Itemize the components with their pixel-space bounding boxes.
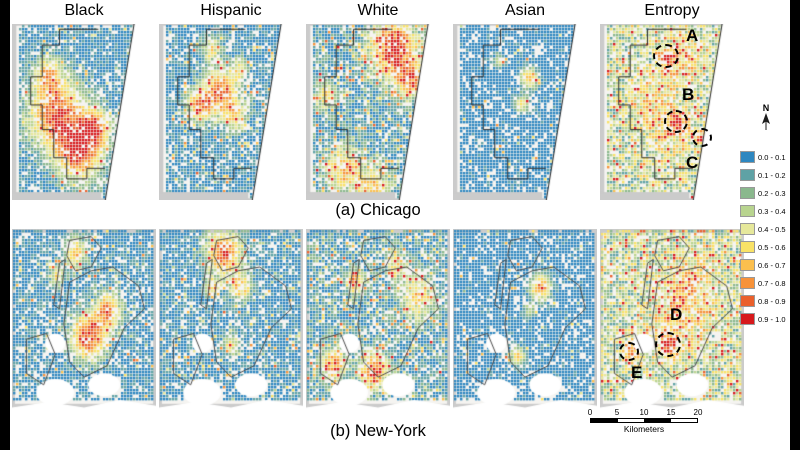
legend-label: 0.8 - 0.9 <box>758 296 786 306</box>
legend-entry: 0.8 - 0.9 <box>740 292 798 310</box>
legend-swatch <box>740 241 755 253</box>
map-canvas-chicago-white <box>306 24 450 200</box>
scalebar-tick: 5 <box>614 408 620 417</box>
annotation-circle-d <box>655 332 681 357</box>
legend-swatch <box>740 187 755 199</box>
scalebar-bar <box>590 418 698 423</box>
north-label: N <box>762 103 770 113</box>
legend-swatch <box>740 313 755 325</box>
map-canvas-newyork-asian <box>453 229 597 419</box>
legend-swatch <box>740 223 755 235</box>
column-header-asian: Asian <box>504 2 546 19</box>
map-canvas-newyork-hispanic <box>159 229 303 419</box>
annotation-letter-d: D <box>670 305 683 324</box>
legend-swatch <box>740 259 755 271</box>
map-panel-chicago-black <box>12 24 156 200</box>
legend-label: 0.1 - 0.2 <box>758 170 786 180</box>
scalebar-tick: 10 <box>639 408 649 417</box>
scalebar-segment <box>670 419 697 422</box>
legend: 0.0 - 0.1 0.1 - 0.2 0.2 - 0.3 0.3 - 0.4 0.4 … <box>740 148 798 328</box>
annotation-circle-e <box>619 342 639 361</box>
legend-label: 0.5 - 0.6 <box>758 242 786 252</box>
legend-entry: 0.1 - 0.2 <box>740 166 798 184</box>
legend-label: 0.6 - 0.7 <box>758 260 786 270</box>
scalebar: 0 5 10 15 20 Kilometers <box>586 408 716 440</box>
map-panel-newyork-hispanic <box>159 229 303 419</box>
annotation-circle-b <box>664 110 688 133</box>
map-canvas-chicago-black <box>12 24 156 200</box>
annotation-circle-a <box>653 44 679 68</box>
column-header-entropy: Entropy <box>644 2 700 19</box>
map-panel-newyork-entropy <box>600 229 744 419</box>
column-header-white: White <box>357 2 399 19</box>
legend-label: 0.9 - 1.0 <box>758 314 786 324</box>
annotation-circle-c <box>692 128 712 147</box>
right-black-border <box>790 0 800 450</box>
annotation-letter-c: C <box>686 153 699 172</box>
legend-swatch <box>740 205 755 217</box>
legend-entry: 0.2 - 0.3 <box>740 184 798 202</box>
legend-swatch <box>740 277 755 289</box>
map-canvas-chicago-asian <box>453 24 597 200</box>
scalebar-segment <box>617 419 644 422</box>
legend-entry: 0.6 - 0.7 <box>740 256 798 274</box>
legend-entry: 0.9 - 1.0 <box>740 310 798 328</box>
legend-swatch <box>740 151 755 163</box>
legend-label: 0.2 - 0.3 <box>758 188 786 198</box>
north-arrow-icon <box>762 113 770 130</box>
column-header-black: Black <box>64 2 104 19</box>
legend-entry: 0.3 - 0.4 <box>740 202 798 220</box>
legend-label: 0.7 - 0.8 <box>758 278 786 288</box>
legend-label: 0.4 - 0.5 <box>758 224 786 234</box>
left-black-border <box>0 0 10 450</box>
map-panel-chicago-asian <box>453 24 597 200</box>
scalebar-segment <box>591 419 618 422</box>
map-panel-newyork-white <box>306 229 450 419</box>
map-panel-newyork-black <box>12 229 156 419</box>
legend-swatch <box>740 295 755 307</box>
scalebar-tick: 15 <box>666 408 676 417</box>
scalebar-tick: 0 <box>587 408 593 417</box>
map-canvas-newyork-white <box>306 229 450 419</box>
scalebar-ticks: 0 5 10 15 20 <box>586 408 716 418</box>
scalebar-unit: Kilometers <box>623 424 665 434</box>
map-canvas-newyork-entropy <box>600 229 744 419</box>
map-canvas-newyork-black <box>12 229 156 419</box>
scalebar-tick: 20 <box>693 408 703 417</box>
legend-label: 0.0 - 0.1 <box>758 152 786 162</box>
caption-new-york: (b) New-York <box>330 422 426 440</box>
legend-swatch <box>740 169 755 181</box>
north-arrow: N <box>748 104 784 134</box>
map-panel-chicago-hispanic <box>159 24 303 200</box>
annotation-letter-a: A <box>686 26 699 45</box>
map-canvas-chicago-hispanic <box>159 24 303 200</box>
legend-entry: 0.7 - 0.8 <box>740 274 798 292</box>
legend-entry: 0.5 - 0.6 <box>740 238 798 256</box>
caption-chicago: (a) Chicago <box>335 201 421 219</box>
legend-entry: 0.0 - 0.1 <box>740 148 798 166</box>
map-panel-chicago-white <box>306 24 450 200</box>
annotation-letter-e: E <box>631 363 643 382</box>
map-panel-newyork-asian <box>453 229 597 419</box>
legend-entry: 0.4 - 0.5 <box>740 220 798 238</box>
column-header-hispanic: Hispanic <box>200 2 262 19</box>
annotation-letter-b: B <box>682 85 695 104</box>
legend-label: 0.3 - 0.4 <box>758 206 786 216</box>
scalebar-segment <box>644 419 671 422</box>
